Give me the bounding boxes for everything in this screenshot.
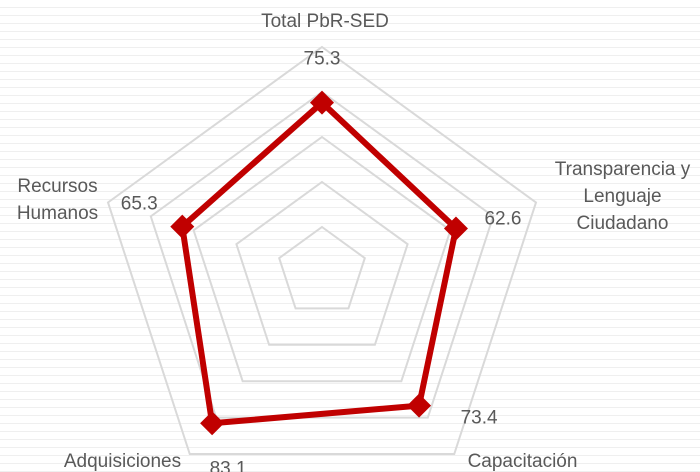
grid-ring [149, 90, 495, 419]
data-label: 75.3 [304, 49, 341, 70]
category-label: Adquisiciones [63, 451, 182, 472]
data-marker [200, 411, 225, 436]
data-label: 65.3 [121, 194, 158, 215]
grid-ring [235, 180, 409, 346]
series-line [179, 99, 459, 427]
data-marker [310, 90, 334, 115]
grid-ring [106, 45, 538, 456]
grid-ring [278, 225, 366, 310]
category-label: Total PbR-SED [261, 11, 389, 32]
data-label: 83.1 [210, 458, 247, 472]
grid-ring [192, 135, 452, 383]
data-label: 62.6 [484, 208, 521, 229]
data-marker [407, 393, 432, 418]
data-marker [170, 214, 195, 239]
data-marker [443, 216, 468, 241]
category-label: Capacitación [467, 451, 578, 472]
category-label: Recursos Humanos [16, 176, 99, 224]
category-label: Transparencia y Lenguaje Ciudadano [554, 159, 691, 234]
data-label: 73.4 [461, 408, 498, 429]
